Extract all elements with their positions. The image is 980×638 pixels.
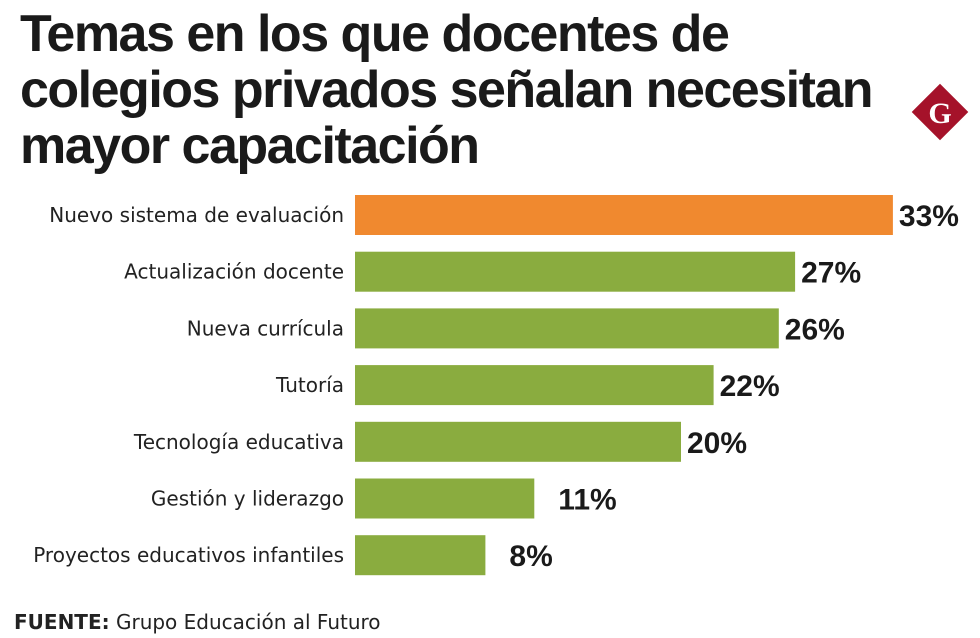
logo-icon: G bbox=[911, 83, 969, 141]
bar bbox=[355, 365, 714, 406]
svg-text:G: G bbox=[928, 97, 951, 130]
category-label: Gestión y liderazgo bbox=[151, 487, 344, 511]
category-label: Actualización docente bbox=[124, 260, 344, 284]
value-label: 33% bbox=[899, 200, 959, 233]
value-label: 8% bbox=[509, 540, 552, 573]
bar bbox=[355, 421, 681, 462]
bar-chart: Nuevo sistema de evaluación 33% Actualizac… bbox=[33, 195, 959, 576]
source-note: FUENTE: Grupo Educación al Futuro bbox=[14, 610, 381, 634]
bar bbox=[355, 195, 893, 235]
bar bbox=[355, 535, 486, 576]
bar bbox=[355, 478, 535, 519]
category-label: Proyectos educativos infantiles bbox=[33, 543, 344, 567]
value-label: 20% bbox=[687, 427, 747, 460]
source-text: Grupo Educación al Futuro bbox=[109, 610, 381, 634]
value-label: 26% bbox=[785, 313, 845, 346]
value-label: 22% bbox=[720, 370, 780, 403]
bar bbox=[355, 251, 796, 292]
chart-title: Temas en los que docentes de colegios pr… bbox=[20, 5, 874, 175]
value-label: 11% bbox=[558, 484, 616, 517]
category-label: Tutoría bbox=[275, 373, 344, 397]
category-label: Nueva currícula bbox=[187, 316, 344, 340]
category-label: Tecnología educativa bbox=[133, 430, 344, 454]
value-label: 27% bbox=[801, 257, 861, 290]
category-label: Nuevo sistema de evaluación bbox=[49, 203, 344, 227]
source-label: FUENTE: bbox=[14, 610, 110, 634]
bar bbox=[355, 308, 779, 349]
